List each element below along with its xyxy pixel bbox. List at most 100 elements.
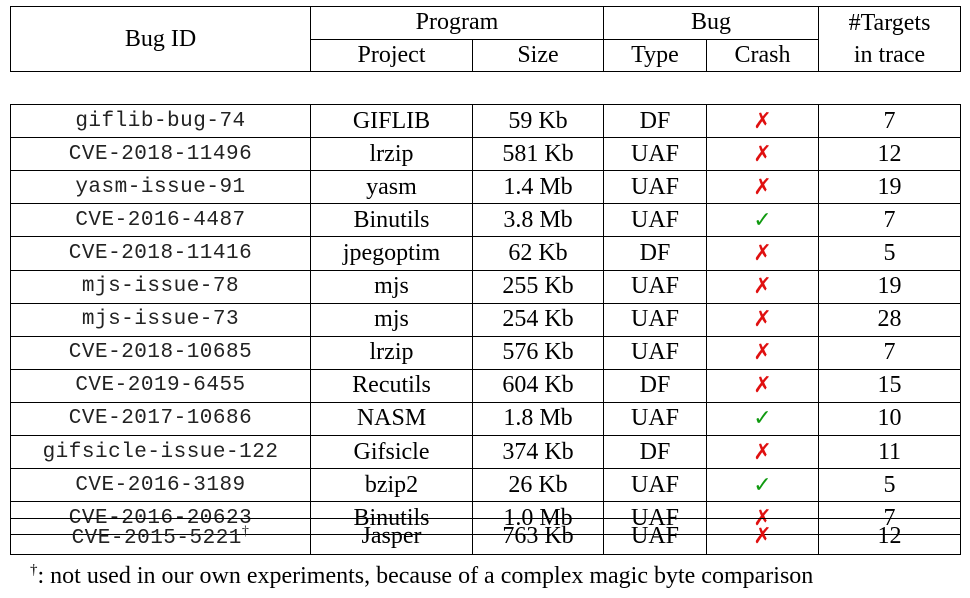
extra-bug-id: CVE-2015-5221† (10, 518, 311, 555)
project-cell: GIFLIB (310, 104, 473, 139)
bug-table: Bug ID Program Bug #Targets in trace Pro… (10, 6, 961, 536)
size-cell: 254 Kb (472, 302, 604, 337)
bug-id-cell: mjs-issue-73 (10, 302, 311, 337)
cross-icon: ✗ (706, 269, 819, 304)
table-row: mjs-issue-78 mjs 255 Kb UAF ✗ 19 (10, 269, 961, 304)
table-row: gifsicle-issue-122 Gifsicle 374 Kb DF ✗ 11 (10, 435, 961, 470)
type-cell: UAF (603, 170, 707, 205)
size-cell: 59 Kb (472, 104, 604, 139)
bug-id-cell: giflib-bug-74 (10, 104, 311, 139)
project-cell: Recutils (310, 368, 473, 403)
header-bug: Bug (603, 6, 819, 40)
size-cell: 1.8 Mb (472, 401, 604, 437)
table-row: yasm-issue-91 yasm 1.4 Mb UAF ✗ 19 (10, 170, 961, 205)
type-cell: DF (603, 368, 707, 403)
extra-size: 763 Kb (472, 518, 604, 555)
header-project: Project (310, 38, 473, 72)
cross-icon: ✗ (706, 368, 819, 403)
check-icon: ✓ (706, 401, 819, 437)
check-icon: ✓ (706, 203, 819, 238)
cross-icon: ✗ (706, 104, 819, 139)
cross-icon: ✗ (706, 170, 819, 205)
table-row: CVE-2018-11416 jpegoptim 62 Kb DF ✗ 5 (10, 236, 961, 271)
bug-id-cell: CVE-2018-10685 (10, 335, 311, 370)
header-bug-id: Bug ID (10, 6, 311, 72)
table-row: CVE-2018-11496 lrzip 581 Kb UAF ✗ 12 (10, 137, 961, 172)
table-header: Bug ID Program Bug #Targets in trace Pro… (10, 6, 961, 72)
table-row: CVE-2016-4487 Binutils 3.8 Mb UAF ✓ 7 (10, 203, 961, 238)
targets-cell: 15 (818, 368, 961, 403)
table-row: CVE-2017-10686 NASM 1.8 Mb UAF ✓ 10 (10, 401, 961, 437)
size-cell: 255 Kb (472, 269, 604, 304)
bug-id-cell: mjs-issue-78 (10, 269, 311, 304)
type-cell: UAF (603, 335, 707, 370)
footnote-marker: † (30, 562, 38, 578)
extra-crash-icon: ✗ (706, 518, 819, 555)
project-cell: Gifsicle (310, 435, 473, 470)
bug-id-cell: CVE-2016-3189 (10, 468, 311, 503)
extra-project: Jasper (310, 518, 473, 555)
table-row: CVE-2019-6455 Recutils 604 Kb DF ✗ 15 (10, 368, 961, 403)
targets-cell: 5 (818, 468, 961, 503)
footnote-text: : not used in our own experiments, becau… (37, 563, 814, 589)
project-cell: mjs (310, 302, 473, 337)
cross-icon: ✗ (706, 236, 819, 271)
bug-id-cell: CVE-2019-6455 (10, 368, 311, 403)
extra-type: UAF (603, 518, 707, 555)
project-cell: yasm (310, 170, 473, 205)
project-cell: mjs (310, 269, 473, 304)
header-targets-line1: #Targets (848, 10, 931, 36)
size-cell: 581 Kb (472, 137, 604, 172)
bug-id-cell: CVE-2016-4487 (10, 203, 311, 238)
project-cell: bzip2 (310, 468, 473, 503)
header-targets-line2: in trace (853, 42, 926, 68)
extra-bug-id-text: CVE-2015-5221 (71, 526, 242, 550)
targets-cell: 19 (818, 170, 961, 205)
table-row: giflib-bug-74 GIFLIB 59 Kb DF ✗ 7 (10, 104, 961, 139)
project-cell: lrzip (310, 335, 473, 370)
type-cell: UAF (603, 137, 707, 172)
header-size: Size (472, 38, 604, 72)
table-row: mjs-issue-73 mjs 254 Kb UAF ✗ 28 (10, 302, 961, 337)
bug-id-cell: gifsicle-issue-122 (10, 435, 311, 470)
cross-icon: ✗ (706, 137, 819, 172)
size-cell: 604 Kb (472, 368, 604, 403)
targets-cell: 10 (818, 401, 961, 437)
size-cell: 26 Kb (472, 468, 604, 503)
size-cell: 1.4 Mb (472, 170, 604, 205)
size-cell: 576 Kb (472, 335, 604, 370)
targets-cell: 5 (818, 236, 961, 271)
project-cell: Binutils (310, 203, 473, 238)
cross-icon: ✗ (706, 302, 819, 337)
targets-cell: 7 (818, 335, 961, 370)
size-cell: 374 Kb (472, 435, 604, 470)
bug-id-cell: CVE-2017-10686 (10, 401, 311, 437)
targets-cell: 12 (818, 137, 961, 172)
size-cell: 3.8 Mb (472, 203, 604, 238)
targets-cell: 19 (818, 269, 961, 304)
header-type: Type (603, 38, 707, 72)
header-gap (10, 70, 961, 106)
targets-cell: 28 (818, 302, 961, 337)
type-cell: DF (603, 104, 707, 139)
targets-cell: 7 (818, 203, 961, 238)
type-cell: UAF (603, 302, 707, 337)
extra-dagger: † (241, 523, 250, 539)
header-crash: Crash (706, 38, 819, 72)
type-cell: UAF (603, 468, 707, 503)
table-row: CVE-2018-10685 lrzip 576 Kb UAF ✗ 7 (10, 335, 961, 370)
table-body: giflib-bug-74 GIFLIB 59 Kb DF ✗ 7 CVE-2018-114… (10, 70, 961, 536)
project-cell: lrzip (310, 137, 473, 172)
type-cell: UAF (603, 203, 707, 238)
size-cell: 62 Kb (472, 236, 604, 271)
header-program: Program (310, 6, 604, 40)
type-cell: DF (603, 236, 707, 271)
cross-icon: ✗ (706, 435, 819, 470)
table-row-extra: CVE-2015-5221† Jasper 763 Kb UAF ✗ 12 (10, 518, 961, 555)
type-cell: DF (603, 435, 707, 470)
table-row: CVE-2016-3189 bzip2 26 Kb UAF ✓ 5 (10, 468, 961, 503)
targets-cell: 11 (818, 435, 961, 470)
bug-id-cell: CVE-2018-11496 (10, 137, 311, 172)
bug-id-cell: yasm-issue-91 (10, 170, 311, 205)
extra-table: CVE-2015-5221† Jasper 763 Kb UAF ✗ 12 (10, 518, 961, 555)
